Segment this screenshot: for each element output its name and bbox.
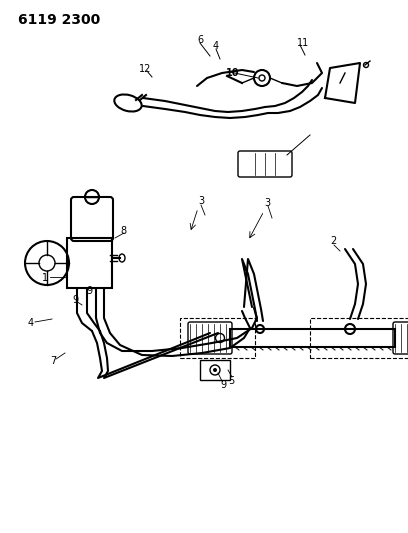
Text: 10: 10: [226, 68, 239, 78]
Text: 8: 8: [120, 226, 126, 236]
Text: 7: 7: [50, 356, 56, 366]
Text: 2: 2: [330, 236, 336, 246]
Text: 1: 1: [42, 273, 48, 283]
Text: 6: 6: [197, 35, 203, 45]
Text: 6119 2300: 6119 2300: [18, 13, 100, 27]
Text: 4: 4: [213, 41, 219, 51]
Text: 11: 11: [297, 38, 309, 48]
Text: 3: 3: [264, 198, 270, 208]
Text: 4: 4: [28, 318, 34, 328]
Circle shape: [213, 368, 217, 372]
Text: 9: 9: [72, 295, 78, 305]
Text: 9: 9: [86, 286, 92, 296]
Text: 9: 9: [220, 380, 226, 390]
Text: 5: 5: [228, 376, 234, 386]
Text: 3: 3: [198, 196, 204, 206]
Text: 12: 12: [139, 64, 151, 74]
